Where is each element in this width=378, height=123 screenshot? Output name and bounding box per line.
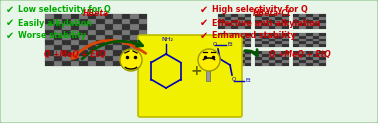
Bar [87,56,96,61]
Bar [231,26,238,29]
Bar [225,51,231,54]
Bar [104,45,113,50]
Bar [293,20,299,23]
Bar [262,20,269,23]
Bar [54,35,62,40]
Bar [96,50,104,56]
Bar [138,14,147,19]
Bar [269,36,275,38]
Bar [275,51,282,54]
Bar [104,19,113,24]
Bar [306,26,313,29]
Bar [282,33,289,36]
Bar [299,14,306,17]
Bar [71,30,79,35]
Text: NH₂: NH₂ [161,37,173,42]
Bar [113,19,121,24]
Bar [121,19,130,24]
Bar [87,45,96,50]
Bar [54,61,62,66]
Bar [231,23,238,26]
Text: Q +MeQ + EtQ: Q +MeQ + EtQ [269,49,331,59]
Bar [121,24,130,30]
Text: Q +MeQ + EtQ: Q +MeQ + EtQ [44,49,106,59]
Bar [238,23,245,26]
Bar [255,51,262,54]
Bar [282,63,289,66]
Bar [104,56,113,61]
Bar [299,41,306,44]
Bar [96,30,104,35]
Bar [104,24,113,30]
Bar [282,23,289,26]
Bar [269,20,275,23]
Bar [245,38,251,41]
Bar [113,40,121,45]
Bar [269,23,275,26]
Bar [238,51,245,54]
Bar [96,19,104,24]
Bar [282,41,289,44]
Bar [269,60,275,63]
Bar [87,40,96,45]
Bar [231,17,238,20]
Bar [306,17,313,20]
Bar [269,44,275,47]
Bar [54,40,62,45]
Bar [319,23,326,26]
Bar [245,57,251,60]
Bar [225,38,231,41]
Bar [71,19,79,24]
Bar [79,40,87,45]
Bar [293,60,299,63]
Bar [313,14,319,17]
Bar [269,54,275,57]
Text: Easily alkylation: Easily alkylation [18,18,92,28]
Bar [306,33,313,36]
Bar [121,14,130,19]
Bar [71,35,79,40]
Bar [104,61,113,66]
Bar [293,44,299,47]
Bar [262,60,269,63]
Bar [54,19,62,24]
Bar [275,26,282,29]
Bar [62,24,71,30]
Bar [255,23,262,26]
Bar [269,33,275,36]
Bar [269,41,275,44]
Bar [306,57,313,60]
Bar [62,45,71,50]
Bar [275,14,282,17]
Bar [255,33,262,36]
Bar [121,56,130,61]
Bar [113,45,121,50]
Bar [79,30,87,35]
Bar [255,14,262,17]
Bar [245,51,251,54]
Bar [231,14,238,17]
Bar [45,14,54,19]
Bar [269,57,275,60]
Bar [319,36,326,38]
Bar [319,38,326,41]
Bar [275,41,282,44]
Bar [79,24,87,30]
Bar [293,23,299,26]
FancyBboxPatch shape [138,35,242,117]
Bar [319,63,326,66]
Bar [313,41,319,44]
Bar [218,60,225,63]
Bar [293,63,299,66]
Text: O: O [213,42,217,47]
Bar [62,30,71,35]
Bar [121,35,130,40]
Bar [79,56,87,61]
Bar [293,14,299,17]
Bar [231,41,238,44]
Bar [282,20,289,23]
Bar [262,41,269,44]
Bar [45,30,54,35]
Bar [104,14,113,19]
